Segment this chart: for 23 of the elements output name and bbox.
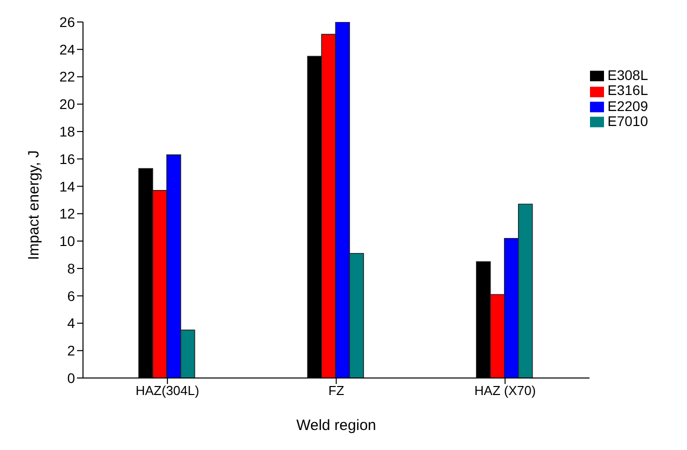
y-tick-label: 4: [67, 315, 76, 332]
legend-label: E2209: [608, 98, 648, 114]
y-tick-label: 8: [67, 260, 76, 276]
y-tick-label: 20: [59, 96, 76, 112]
y-tick-label: 24: [59, 41, 76, 58]
x-tick-label: HAZ (X70): [474, 383, 536, 398]
y-tick-label: 0: [67, 370, 76, 386]
y-tick-label: 18: [59, 124, 76, 140]
legend-label: E308L: [608, 67, 648, 83]
y-tick-label: 10: [59, 233, 76, 250]
x-tick-label: HAZ(304L): [136, 383, 200, 398]
y-tick-label: 6: [67, 288, 76, 304]
y-tick-label: 22: [59, 68, 76, 85]
legend-label: E316L: [608, 82, 648, 98]
x-axis-title: Weld region: [296, 417, 376, 434]
y-tick-label: 2: [67, 342, 76, 359]
y-tick-label: 26: [59, 14, 76, 30]
legend-label: E7010: [608, 112, 648, 129]
x-tick-label: FZ: [328, 383, 344, 398]
y-axis-title: Impact energy, J: [25, 150, 42, 260]
y-tick-label: 14: [59, 178, 76, 194]
y-tick-label: 12: [59, 206, 76, 222]
y-tick-label: 16: [59, 150, 76, 167]
